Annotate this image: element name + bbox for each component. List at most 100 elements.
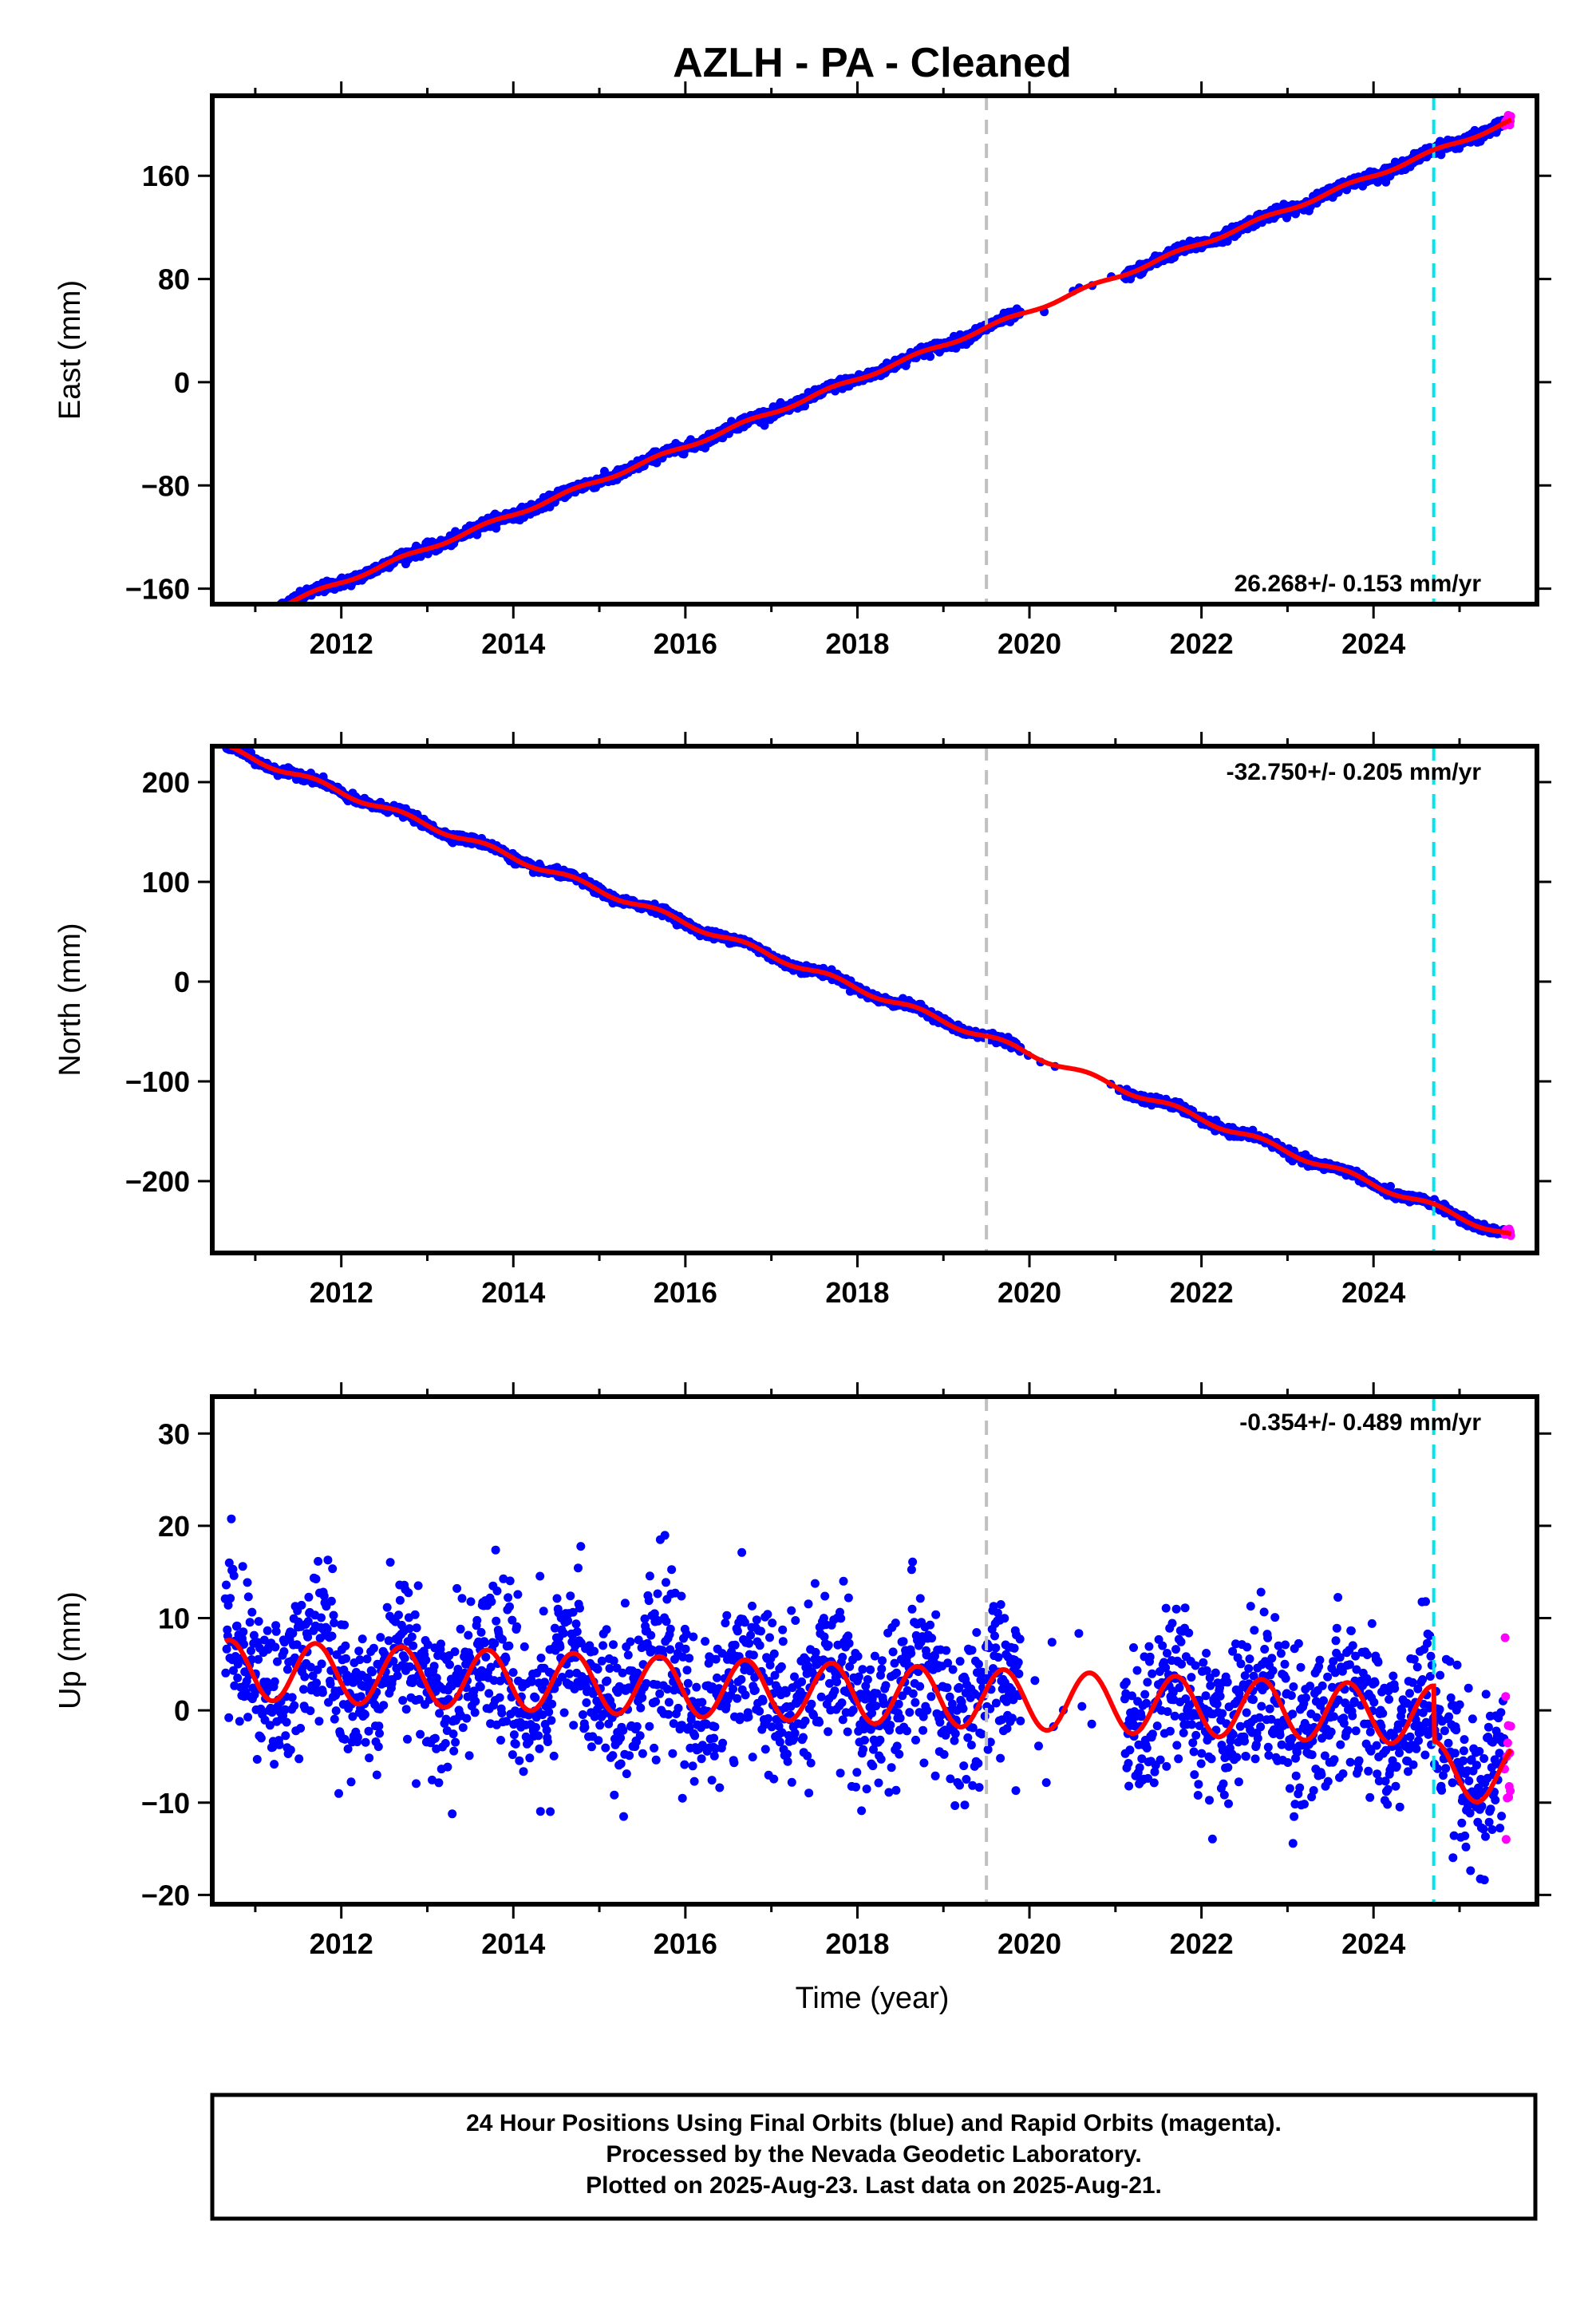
final-orbit-point <box>254 1617 263 1626</box>
final-orbit-point <box>271 607 280 616</box>
final-orbit-point <box>926 352 935 362</box>
final-orbit-point <box>277 606 286 615</box>
final-orbit-point <box>231 615 240 624</box>
final-orbit-point <box>365 1753 374 1763</box>
x-tick-label: 2024 <box>1341 627 1405 660</box>
final-orbit-point <box>243 1578 252 1587</box>
final-orbit-point <box>236 613 245 622</box>
final-orbit-point <box>227 621 235 630</box>
final-orbit-point <box>243 615 251 624</box>
final-orbit-point <box>294 1754 304 1764</box>
final-orbit-point <box>225 619 234 628</box>
final-orbit-point <box>322 1624 332 1634</box>
y-tick-label: −160 <box>125 573 190 606</box>
final-orbit-point <box>226 619 235 628</box>
final-orbit-point <box>232 616 241 625</box>
final-orbit-point <box>269 609 278 618</box>
final-orbit-point <box>229 621 238 630</box>
final-orbit-point <box>251 616 259 625</box>
x-tick-label: 2024 <box>1341 1276 1405 1309</box>
final-orbit-point <box>317 1613 326 1622</box>
final-orbit-point <box>239 1627 248 1637</box>
final-orbit-point <box>263 1626 272 1635</box>
final-orbit-point <box>282 1717 291 1727</box>
final-orbit-point <box>254 614 263 622</box>
final-orbit-point <box>260 613 269 622</box>
final-orbit-point <box>331 1706 341 1716</box>
final-orbit-point <box>256 612 265 621</box>
final-orbit-point <box>235 619 243 628</box>
final-orbit-point <box>228 622 237 630</box>
final-orbit-point <box>250 616 259 625</box>
final-orbit-point <box>237 617 246 626</box>
final-orbit-point <box>300 1672 310 1682</box>
final-orbit-point <box>233 615 242 624</box>
y-tick-label: 80 <box>158 263 190 296</box>
x-tick-label: 2012 <box>310 1276 373 1309</box>
final-orbit-point <box>267 607 275 616</box>
final-orbit-point <box>256 613 265 622</box>
x-tick-label: 2018 <box>825 627 889 660</box>
final-orbit-point <box>270 1677 279 1686</box>
final-orbit-point <box>224 620 233 629</box>
final-orbit-point <box>224 1713 234 1722</box>
final-orbit-point <box>221 622 230 631</box>
final-orbit-point <box>275 607 283 615</box>
final-orbit-point <box>304 1592 314 1602</box>
final-orbit-point <box>274 606 282 615</box>
final-orbit-point <box>330 1714 339 1724</box>
final-orbit-point <box>259 611 268 619</box>
east-model-fit-line <box>282 117 1513 604</box>
final-orbit-point <box>341 1641 350 1650</box>
final-orbit-point <box>271 1626 281 1636</box>
figure-title: AZLH - PA - Cleaned <box>673 40 1072 86</box>
up-panel: 2012 2014 2016 2018 2020 2022 2024−20−10010203… <box>53 1382 1551 1960</box>
final-orbit-point <box>353 1733 362 1742</box>
final-orbit-point <box>246 618 255 626</box>
x-tick-label: 2014 <box>481 627 545 660</box>
final-orbit-point <box>275 1740 284 1749</box>
final-orbit-point <box>226 1594 235 1603</box>
x-tick-label: 2016 <box>654 1276 717 1309</box>
final-orbit-point <box>253 613 262 622</box>
final-orbit-point <box>243 616 252 625</box>
final-orbit-point <box>244 613 253 622</box>
final-orbit-point <box>268 611 277 619</box>
final-orbit-point <box>287 1693 297 1702</box>
final-orbit-point <box>259 611 267 619</box>
x-tick-label: 2014 <box>481 1276 545 1309</box>
final-orbit-point <box>271 611 279 620</box>
final-orbit-point <box>233 1674 243 1682</box>
final-orbit-point <box>235 613 244 622</box>
final-orbit-point <box>323 1555 333 1565</box>
east-panel: 2012 2014 2016 2018 2020 2022 2024−160−8008016… <box>53 81 1551 660</box>
final-orbit-point <box>248 612 257 621</box>
final-orbit-point <box>235 1717 244 1726</box>
final-orbit-point <box>328 1564 338 1574</box>
final-orbit-point <box>223 618 231 626</box>
final-orbit-point <box>223 620 231 629</box>
final-orbit-point <box>354 1646 364 1656</box>
east-rate-label: 26.268+/- 0.153 mm/yr <box>1235 571 1482 597</box>
final-orbit-point <box>297 1600 306 1610</box>
final-orbit-point <box>312 1678 322 1688</box>
final-orbit-point <box>275 609 284 618</box>
y-tick-label: 200 <box>142 766 190 799</box>
final-orbit-point <box>237 614 246 622</box>
final-orbit-point <box>282 1665 292 1674</box>
final-orbit-point <box>227 622 235 630</box>
final-orbit-point <box>249 611 258 620</box>
final-orbit-point <box>271 1642 280 1652</box>
final-orbit-point <box>255 611 264 619</box>
final-orbit-point <box>239 614 247 622</box>
final-orbit-point <box>281 1731 290 1741</box>
final-orbit-point <box>296 1724 306 1733</box>
y-tick-label: 100 <box>142 866 190 899</box>
final-orbit-point <box>264 613 273 622</box>
final-orbit-point <box>252 608 261 617</box>
final-orbit-point <box>224 620 233 629</box>
north-y-axis-label: North (mm) <box>53 923 87 1076</box>
final-orbit-point <box>246 612 255 621</box>
final-orbit-point <box>243 619 252 628</box>
final-orbit-point <box>247 1607 257 1617</box>
